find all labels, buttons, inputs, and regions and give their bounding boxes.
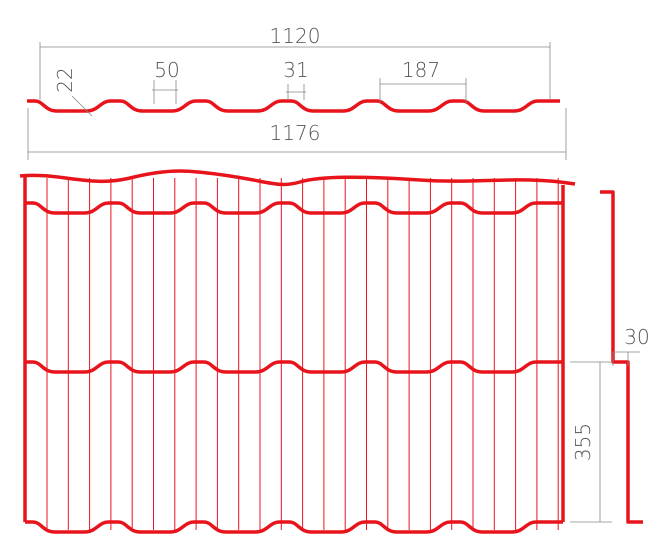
dim-label: 50 bbox=[154, 58, 179, 82]
dim-label: 1176 bbox=[270, 121, 321, 145]
dim-label: 187 bbox=[402, 58, 440, 82]
tile-profiles bbox=[19, 99, 643, 534]
dimension-labels: 1120 50 22 31 187 1176 30 355 bbox=[53, 24, 650, 461]
row-profile bbox=[25, 520, 563, 534]
dimension-lines bbox=[27, 42, 640, 523]
wavy-top bbox=[19, 169, 576, 187]
dim-label: 30 bbox=[624, 325, 649, 349]
dim-label: 1120 bbox=[270, 24, 321, 48]
sheet-edge bbox=[23, 176, 565, 522]
row-profile bbox=[25, 360, 563, 374]
row-profile bbox=[25, 201, 563, 215]
side-profile bbox=[600, 190, 643, 524]
dim-label: 31 bbox=[283, 58, 308, 82]
dim-label: 355 bbox=[571, 423, 595, 461]
dim-label: 22 bbox=[53, 67, 77, 92]
top-profile bbox=[27, 99, 560, 113]
